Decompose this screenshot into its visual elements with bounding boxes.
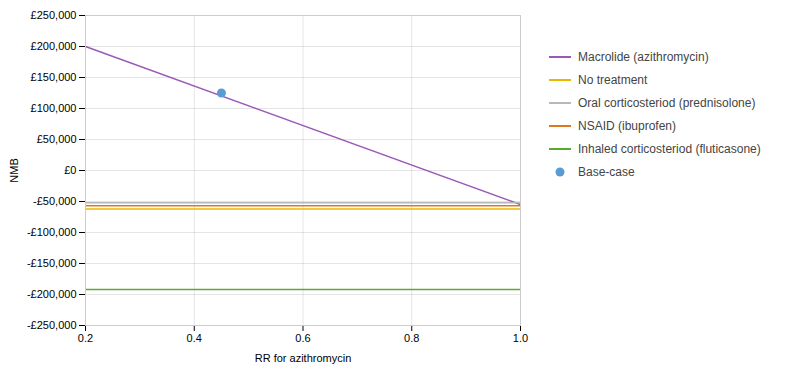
html-text:NSAID (ibuprofen): NSAID (ibuprofen) (578, 119, 676, 133)
html-text:No treatment: No treatment (578, 73, 648, 87)
svg-text:£150,000: £150,000 (31, 71, 77, 83)
svg-text:-£100,000: -£100,000 (27, 226, 77, 238)
html-text:Base-case: Base-case (578, 165, 635, 179)
svg-text:0.2: 0.2 (78, 332, 93, 344)
svg-text:0.6: 0.6 (295, 332, 310, 344)
html-text:Macrolide (azithromycin): Macrolide (azithromycin) (578, 50, 709, 64)
svg-text:-£150,000: -£150,000 (27, 257, 77, 269)
svg-text:-£200,000: -£200,000 (27, 288, 77, 300)
svg-text:RR for azithromycin: RR for azithromycin (255, 352, 352, 364)
svg-text:£250,000: £250,000 (31, 9, 77, 21)
html-text:Oral corticosteriod (prednisol: Oral corticosteriod (prednisolone) (578, 96, 756, 110)
svg-text:0.4: 0.4 (187, 332, 202, 344)
svg-text:£0: £0 (64, 164, 76, 176)
svg-text:NMB: NMB (8, 158, 20, 182)
html-text:Inhaled corticosteriod (flutic: Inhaled corticosteriod (fluticasone) (578, 142, 761, 156)
svg-text:£100,000: £100,000 (31, 102, 77, 114)
svg-text:£50,000: £50,000 (37, 133, 77, 145)
svg-text:-£250,000: -£250,000 (27, 319, 77, 331)
svg-text:£200,000: £200,000 (31, 40, 77, 52)
svg-text:1.0: 1.0 (513, 332, 528, 344)
svg-text:0.8: 0.8 (404, 332, 419, 344)
svg-text:-£50,000: -£50,000 (33, 195, 76, 207)
